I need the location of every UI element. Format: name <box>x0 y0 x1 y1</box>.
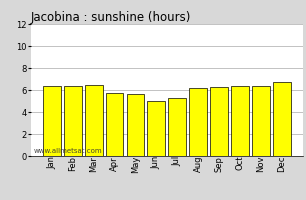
Bar <box>273 82 291 156</box>
Bar <box>106 93 123 156</box>
Bar <box>147 101 165 156</box>
Bar <box>127 94 144 156</box>
Bar <box>189 88 207 156</box>
Bar <box>168 98 186 156</box>
Bar <box>43 86 61 156</box>
Bar <box>210 87 228 156</box>
Text: Jacobina : sunshine (hours): Jacobina : sunshine (hours) <box>31 11 191 24</box>
Bar <box>85 84 103 156</box>
Bar <box>252 86 270 156</box>
Bar <box>231 86 249 156</box>
Bar <box>64 86 82 156</box>
Text: www.allmetsat.com: www.allmetsat.com <box>33 148 102 154</box>
